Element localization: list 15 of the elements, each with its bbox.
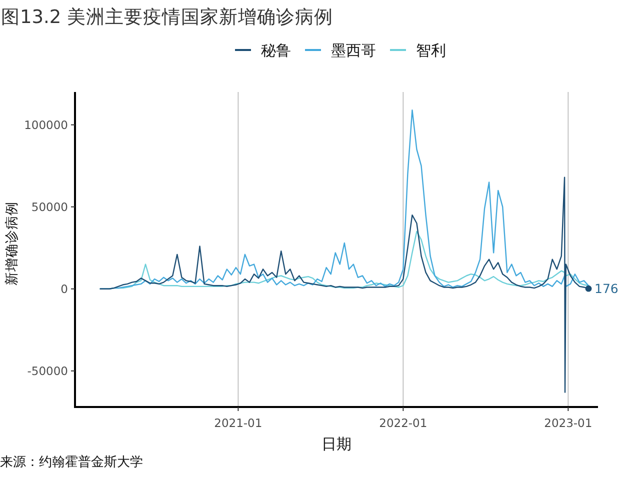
- y-axis-title: 新增确诊病例: [4, 202, 20, 286]
- chart-title: 图13.2 美洲主要疫情国家新增确诊病例: [1, 6, 334, 28]
- annotation: 176: [594, 281, 618, 296]
- x-axis-title: 日期: [322, 435, 352, 453]
- source-note: 来源：约翰霍普金斯大学: [0, 454, 143, 470]
- legend-label: 墨西哥: [331, 42, 376, 60]
- y-tick-label: 100000: [24, 118, 68, 132]
- x-tick-label: 2023-01: [544, 416, 592, 430]
- y-tick-label: 50000: [31, 200, 68, 214]
- x-tick-label: 2022-01: [379, 416, 428, 430]
- legend-label: 智利: [416, 42, 446, 60]
- y-tick-label: 0: [60, 282, 68, 296]
- legend-label: 秘鲁: [261, 42, 291, 60]
- x-tick-label: 2021-01: [214, 416, 262, 430]
- y-tick-label: -50000: [27, 364, 68, 378]
